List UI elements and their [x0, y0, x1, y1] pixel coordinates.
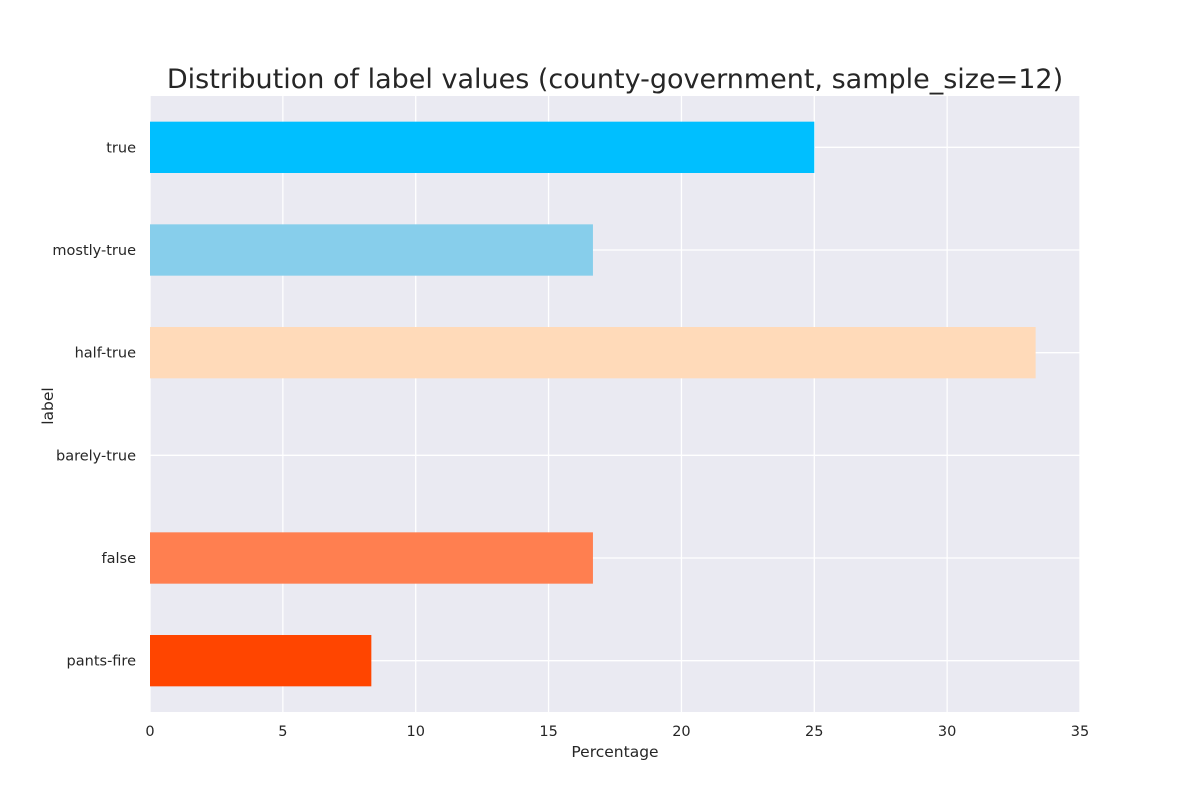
- x-tick-label: 20: [672, 724, 690, 740]
- bar-true: [150, 121, 815, 173]
- y-tick-label: true: [106, 140, 136, 156]
- bars: [150, 121, 1036, 687]
- x-axis-label: Percentage: [571, 743, 658, 761]
- x-tick-labels: 0 5 10 15 20 25 30 35: [145, 724, 1089, 740]
- bar-half-true: [150, 327, 1036, 379]
- x-tick-label: 5: [278, 724, 287, 740]
- bar-pants-fire: [150, 635, 372, 687]
- y-tick-label: mostly-true: [52, 243, 136, 259]
- x-tick-label: 15: [539, 724, 557, 740]
- y-tick-label: half-true: [75, 346, 136, 362]
- x-tick-label: 25: [805, 724, 823, 740]
- plot-area: [150, 96, 1080, 712]
- chart-title: Distribution of label values (county-gov…: [167, 64, 1063, 95]
- y-tick-label: barely-true: [56, 448, 136, 464]
- x-tick-label: 0: [145, 724, 154, 740]
- x-tick-label: 10: [406, 724, 424, 740]
- y-tick-label: false: [102, 551, 137, 567]
- y-tick-label: pants-fire: [67, 654, 137, 670]
- y-axis-label: label: [39, 387, 57, 425]
- bar-false: [150, 532, 593, 584]
- y-tick-labels: true mostly-true half-true barely-true false…: [52, 140, 136, 669]
- bar-mostly-true: [150, 224, 593, 276]
- x-tick-label: 30: [938, 724, 956, 740]
- x-tick-label: 35: [1071, 724, 1089, 740]
